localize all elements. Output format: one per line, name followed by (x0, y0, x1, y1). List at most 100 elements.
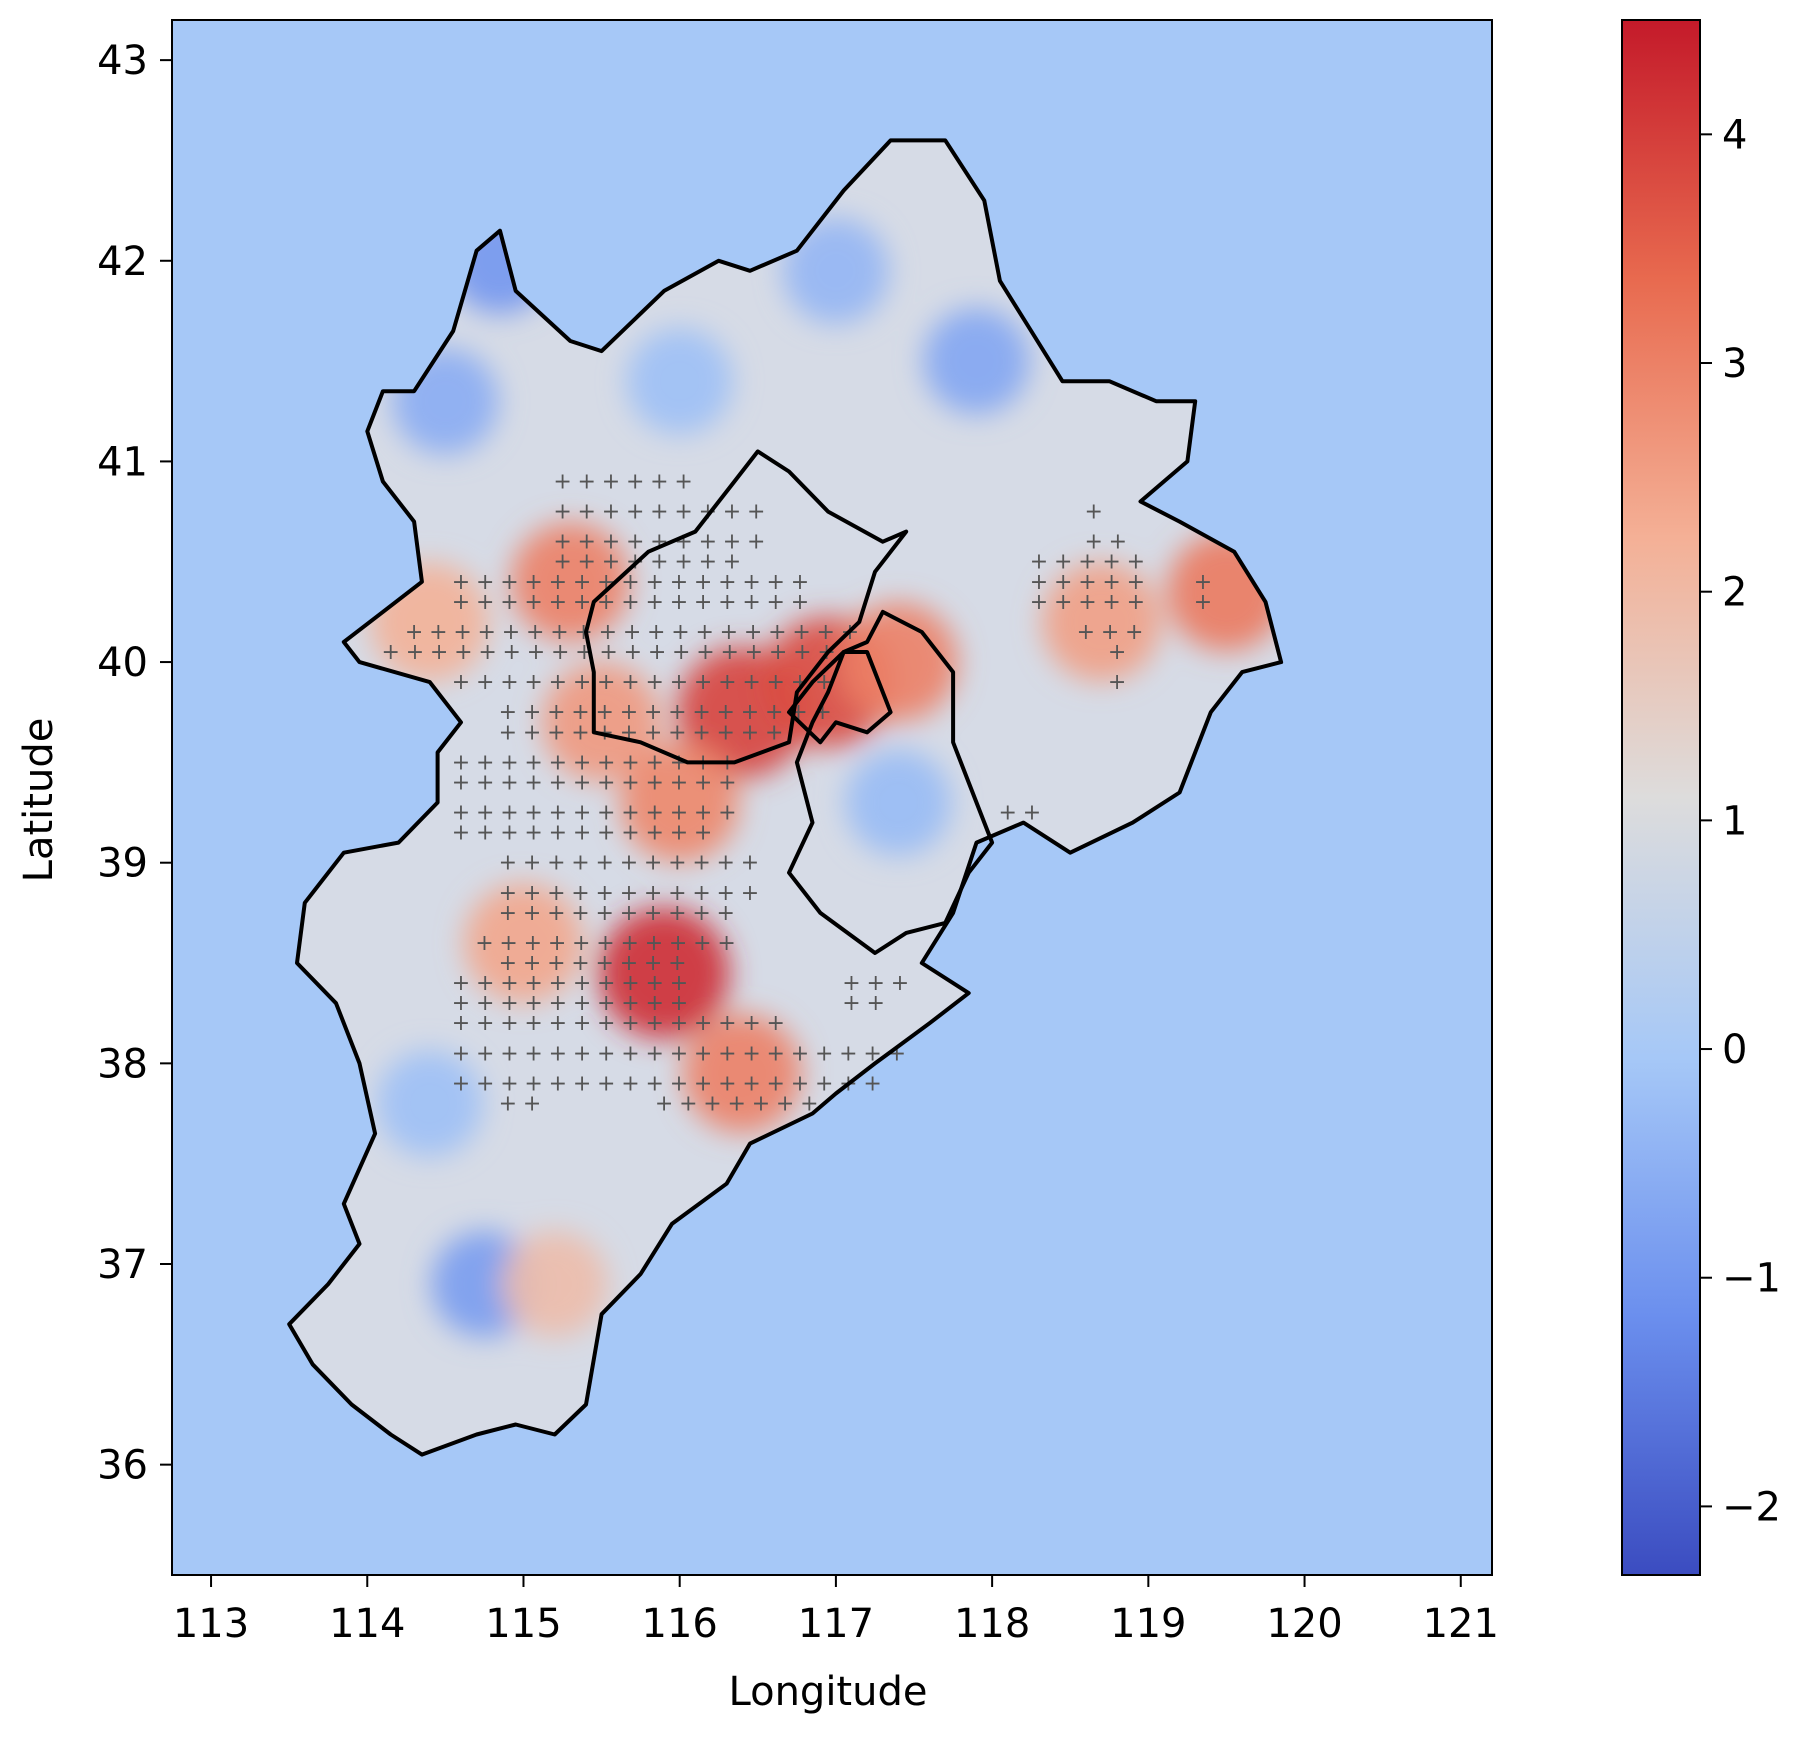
significance-marker: + (741, 700, 759, 725)
significance-marker: + (692, 700, 710, 725)
significance-marker: + (1127, 550, 1145, 575)
significance-marker: + (742, 1011, 760, 1036)
significance-marker: + (1125, 620, 1143, 645)
significance-marker: + (523, 720, 541, 745)
significance-marker: + (1108, 670, 1126, 695)
significance-marker: + (674, 550, 692, 575)
significance-marker: + (695, 620, 713, 645)
significance-marker: + (547, 951, 565, 976)
significance-marker: + (578, 550, 596, 575)
significance-marker: + (571, 851, 589, 876)
significance-marker: + (650, 500, 668, 525)
significance-marker: + (645, 1071, 663, 1096)
significance-marker: + (742, 570, 760, 595)
cool-anomaly (923, 307, 1030, 415)
significance-marker: + (549, 1011, 567, 1036)
significance-marker: + (524, 801, 542, 826)
significance-marker: + (1030, 590, 1048, 615)
significance-marker: + (503, 640, 521, 665)
cool-anomaly (626, 328, 733, 435)
significance-marker: + (694, 670, 712, 695)
significance-marker: + (500, 1041, 518, 1066)
significance-marker: + (839, 1041, 857, 1066)
significance-marker: + (553, 530, 571, 555)
significance-marker: + (499, 901, 517, 926)
significance-marker: + (452, 770, 470, 795)
significance-marker: + (817, 620, 835, 645)
significance-marker: + (500, 991, 518, 1016)
significance-marker: + (650, 469, 668, 494)
x-tick-label: 120 (1266, 1601, 1342, 1647)
colorbar-tick-label: 4 (1722, 112, 1747, 158)
significance-marker: + (500, 590, 518, 615)
significance-marker: + (867, 991, 885, 1016)
colorbar-tick-label: −1 (1722, 1256, 1781, 1302)
warm-anomaly (682, 1014, 802, 1133)
significance-marker: + (524, 750, 542, 775)
significance-marker: + (573, 991, 591, 1016)
significance-marker: + (1109, 530, 1127, 555)
significance-marker: + (1054, 590, 1072, 615)
significance-marker: + (571, 720, 589, 745)
significance-marker: + (793, 640, 811, 665)
significance-marker: + (476, 991, 494, 1016)
significance-marker: + (499, 951, 517, 976)
significance-marker: + (523, 1091, 541, 1116)
significance-marker: + (524, 991, 542, 1016)
significance-marker: + (500, 1011, 518, 1036)
significance-marker: + (549, 801, 567, 826)
significance-marker: + (620, 931, 638, 956)
significance-marker: + (595, 901, 613, 926)
significance-marker: + (718, 590, 736, 615)
significance-marker: + (597, 1011, 615, 1036)
significance-marker: + (744, 620, 762, 645)
significance-marker: + (1102, 570, 1120, 595)
significance-marker: + (549, 991, 567, 1016)
significance-marker: + (620, 951, 638, 976)
significance-marker: + (723, 530, 741, 555)
significance-marker: + (741, 851, 759, 876)
significance-marker: + (549, 670, 567, 695)
significance-marker: + (499, 851, 517, 876)
significance-marker: + (476, 770, 494, 795)
x-tick-label: 117 (798, 1601, 874, 1647)
significance-marker: + (452, 670, 470, 695)
significance-marker: + (500, 570, 518, 595)
significance-marker: + (720, 640, 738, 665)
significance-marker: + (791, 590, 809, 615)
cool-anomaly (782, 217, 890, 324)
hebei-outline (287, 138, 1284, 1457)
cool-anomaly (845, 749, 952, 856)
significance-marker: + (815, 1071, 833, 1096)
significance-marker: + (692, 901, 710, 926)
significance-marker: + (476, 1041, 494, 1066)
significance-marker: + (621, 971, 639, 996)
significance-marker: + (1084, 530, 1102, 555)
significance-marker: + (452, 821, 470, 846)
significance-marker: + (523, 851, 541, 876)
significance-marker: + (645, 991, 663, 1016)
significance-marker: + (655, 1091, 673, 1116)
significance-marker: + (572, 931, 590, 956)
colorbar-tick-label: 3 (1722, 341, 1747, 387)
significance-marker: + (767, 1011, 785, 1036)
significance-marker: + (621, 991, 639, 1016)
significance-marker: + (573, 770, 591, 795)
significance-marker: + (741, 720, 759, 745)
significance-marker: + (452, 750, 470, 775)
significance-marker: + (644, 881, 662, 906)
significance-marker: + (547, 700, 565, 725)
significance-marker: + (597, 971, 615, 996)
significance-marker: + (694, 770, 712, 795)
significance-marker: + (595, 881, 613, 906)
significance-marker: + (626, 530, 644, 555)
significance-marker: + (842, 971, 860, 996)
significance-marker: + (597, 750, 615, 775)
significance-marker: + (727, 1091, 745, 1116)
warm-anomaly (464, 883, 583, 1003)
significance-marker: + (524, 1071, 542, 1096)
significance-marker: + (768, 620, 786, 645)
significance-marker: + (1101, 620, 1119, 645)
significance-marker: + (549, 971, 567, 996)
significance-marker: + (547, 901, 565, 926)
